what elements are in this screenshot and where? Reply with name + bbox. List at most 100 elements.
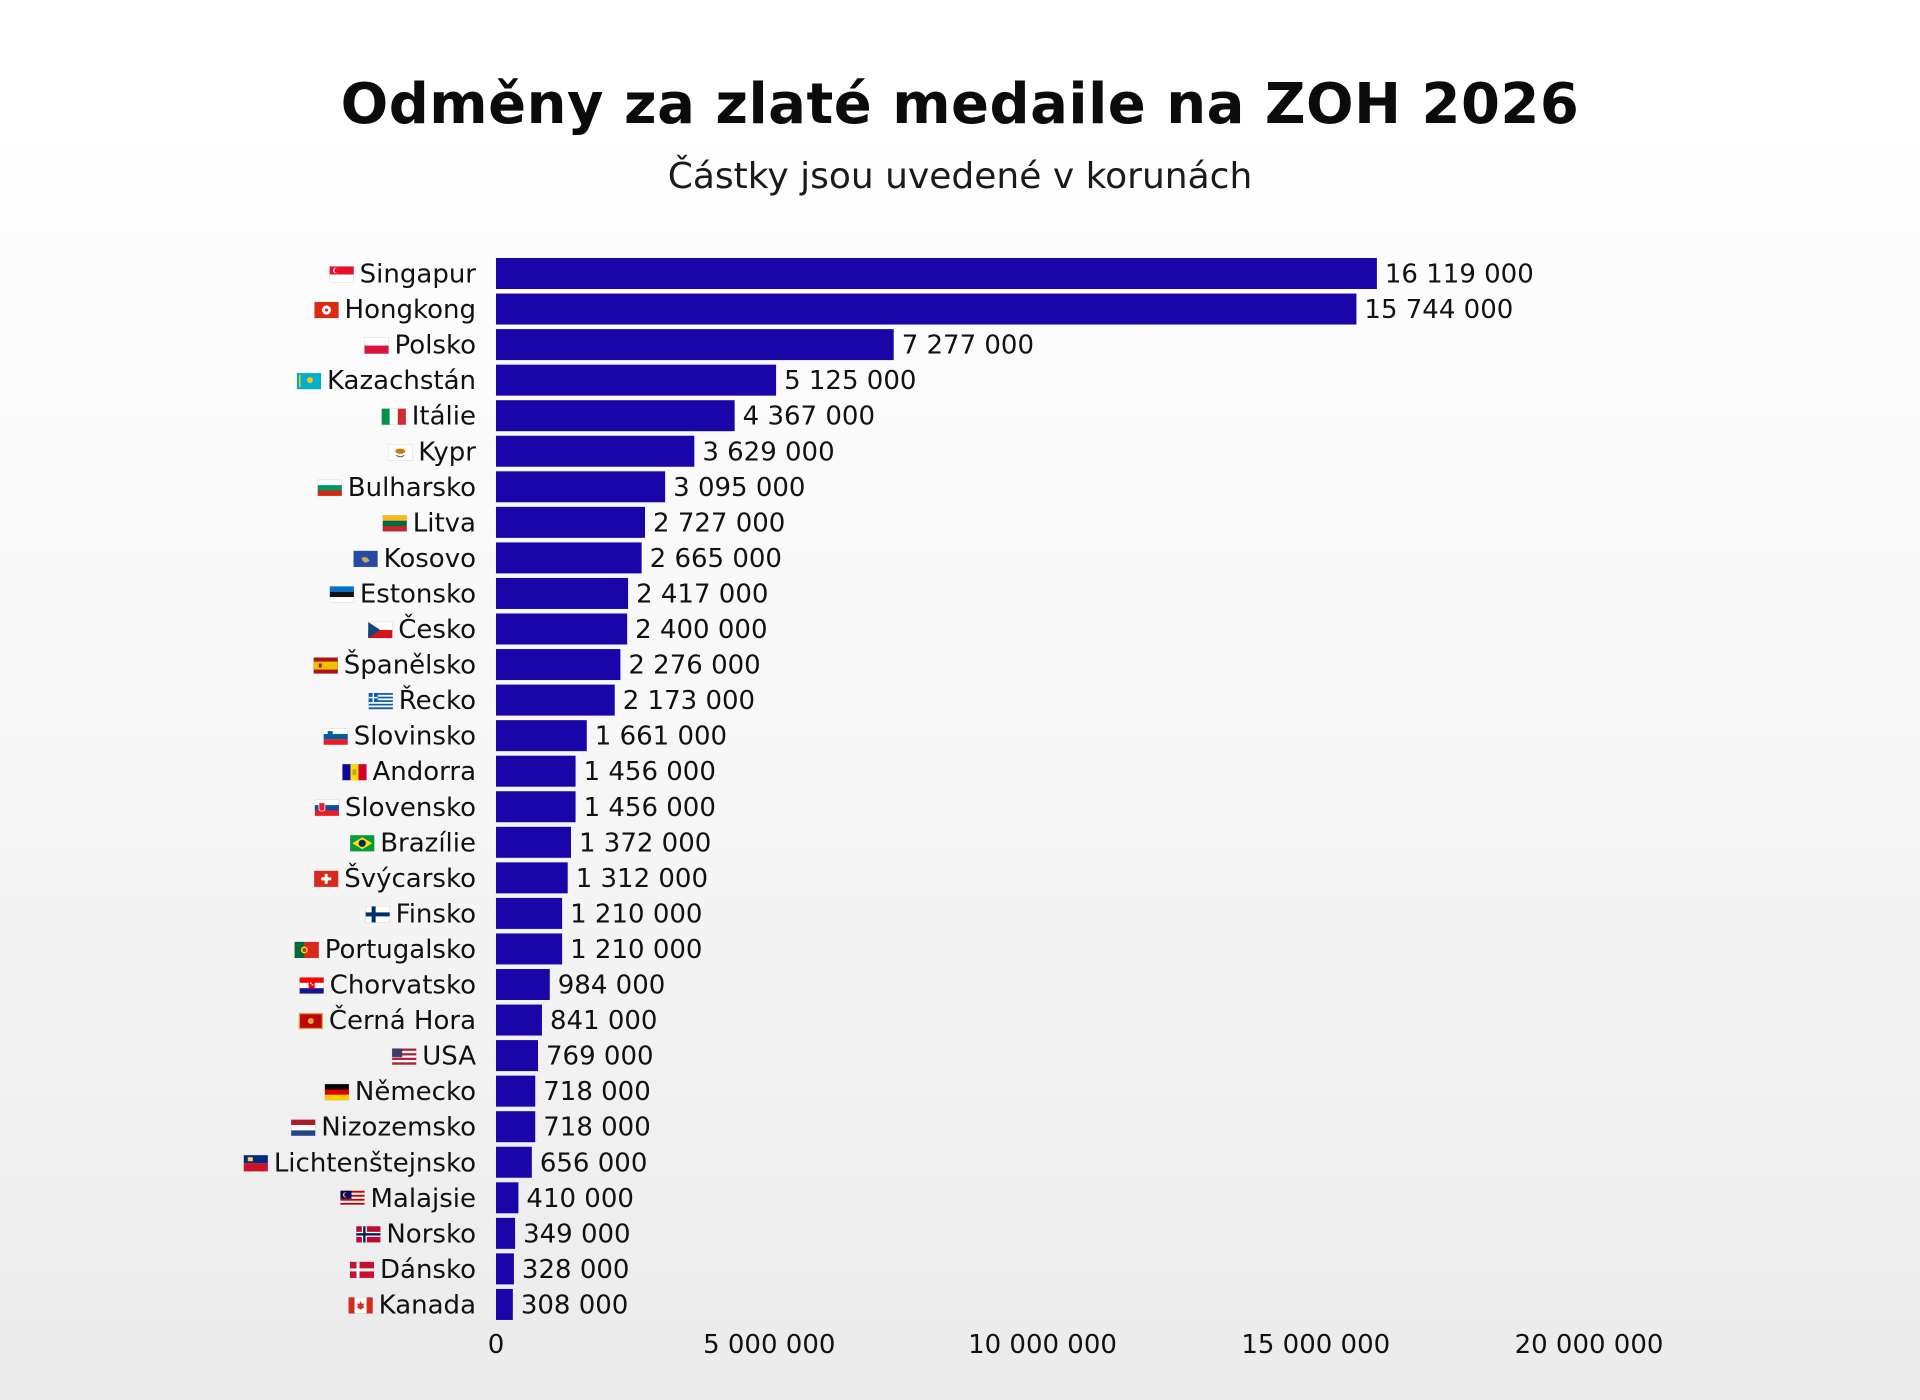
bar [496, 933, 563, 965]
bar [496, 1111, 536, 1143]
bar-value-label: 7 277 000 [902, 331, 1034, 361]
bar-value-label: 1 456 000 [584, 793, 716, 823]
bar [496, 1146, 532, 1178]
flag-croatia-icon [299, 977, 324, 994]
bar-value-label: 1 312 000 [576, 864, 708, 894]
x-tick-label: 0 [488, 1330, 505, 1360]
category-label: Singapur [360, 260, 477, 290]
category-label: Řecko [399, 684, 476, 716]
flag-switzerland-icon [313, 870, 339, 888]
category-label: Španělsko [344, 649, 476, 681]
bar [496, 1217, 516, 1249]
flag-canada-icon [348, 1297, 373, 1314]
bar [496, 649, 621, 681]
category-label: Kanada [379, 1290, 476, 1320]
bar-value-label: 2 727 000 [653, 508, 785, 538]
category-label: Švýcarsko [344, 862, 476, 894]
category-label: USA [422, 1042, 476, 1072]
bar [496, 542, 642, 574]
bar [496, 400, 735, 432]
bar [496, 1040, 539, 1072]
bar [496, 862, 568, 894]
flag-italy-icon [381, 408, 407, 426]
category-label: Malajsie [370, 1184, 476, 1214]
bar [496, 613, 628, 645]
bar-value-label: 841 000 [550, 1006, 658, 1036]
bar-value-label: 984 000 [558, 971, 666, 1001]
bar [496, 720, 587, 752]
flag-estonia-icon [329, 586, 355, 603]
category-label: Finsko [396, 899, 476, 929]
flag-denmark-icon [349, 1261, 375, 1279]
category-label: Estonsko [360, 579, 476, 609]
bar-value-label: 5 125 000 [784, 366, 916, 396]
category-label: Hongkong [345, 295, 476, 325]
category-label: Andorra [372, 757, 476, 787]
category-label: Česko [398, 613, 476, 645]
bar-value-label: 16 119 000 [1385, 260, 1534, 290]
bar [496, 1253, 514, 1285]
bar [496, 364, 777, 396]
bar [496, 897, 563, 929]
bar [496, 329, 894, 361]
flag-portugal-icon [294, 941, 320, 959]
category-label: Polsko [395, 331, 476, 361]
bar [496, 506, 646, 538]
category-label: Kosovo [384, 544, 476, 574]
flag-norway-icon [356, 1226, 381, 1243]
category-label: Litva [413, 508, 476, 538]
chart-title: Odměny za zlaté medaile na ZOH 2026 [340, 72, 1580, 137]
bar [496, 791, 576, 823]
bar-value-label: 3 629 000 [702, 437, 834, 467]
x-tick-label: 15 000 000 [1241, 1330, 1390, 1360]
category-label: Slovensko [345, 793, 476, 823]
bar-value-label: 656 000 [540, 1148, 648, 1178]
x-tick-label: 5 000 000 [703, 1330, 835, 1360]
bar [496, 293, 1357, 325]
bar-value-label: 769 000 [546, 1042, 654, 1072]
bar-value-label: 4 367 000 [743, 402, 875, 432]
category-label: Bulharsko [348, 473, 476, 503]
flag-netherlands-icon [290, 1119, 316, 1136]
category-label: Norsko [386, 1219, 476, 1249]
bar [496, 1004, 542, 1036]
bar-value-label: 1 372 000 [579, 828, 711, 858]
flag-greece-icon [368, 692, 394, 710]
bar-value-label: 1 456 000 [584, 757, 716, 787]
bar [496, 435, 695, 467]
flag-liechtenstein-icon [243, 1154, 269, 1172]
flag-hong-kong-icon [314, 301, 339, 319]
bar-value-label: 2 276 000 [628, 651, 760, 681]
bar-value-label: 308 000 [521, 1290, 629, 1320]
bar [496, 258, 1377, 289]
bar [496, 1182, 519, 1214]
bar-value-label: 1 661 000 [595, 722, 727, 752]
bar-value-label: 718 000 [543, 1113, 651, 1143]
flag-montenegro-icon [298, 1012, 324, 1030]
flag-brazil-icon [349, 834, 375, 852]
flag-germany-icon [324, 1083, 350, 1101]
flag-slovakia-icon [314, 799, 340, 817]
category-label: Nizozemsko [321, 1113, 476, 1143]
bar-value-label: 2 417 000 [636, 579, 768, 609]
x-tick-label: 20 000 000 [1515, 1330, 1664, 1360]
flag-spain-icon [313, 657, 339, 674]
bar [496, 471, 666, 503]
bar-value-label: 349 000 [523, 1219, 631, 1249]
flag-slovenia-icon [323, 728, 348, 745]
bar [496, 577, 629, 609]
flag-singapore-icon [329, 266, 354, 283]
bar-value-label: 2 665 000 [650, 544, 782, 574]
bar [496, 684, 615, 716]
flag-lithuania-icon [382, 515, 408, 532]
category-label: Černá Hora [329, 1004, 476, 1036]
bar-value-label: 2 400 000 [635, 615, 767, 645]
flag-andorra-icon [342, 763, 367, 781]
chart-subtitle: Částky jsou uvedené v korunách [667, 156, 1253, 197]
bar-value-label: 1 210 000 [570, 899, 702, 929]
category-label: Slovinsko [354, 722, 476, 752]
category-label: Chorvatsko [330, 971, 476, 1001]
bar-value-label: 2 173 000 [623, 686, 755, 716]
